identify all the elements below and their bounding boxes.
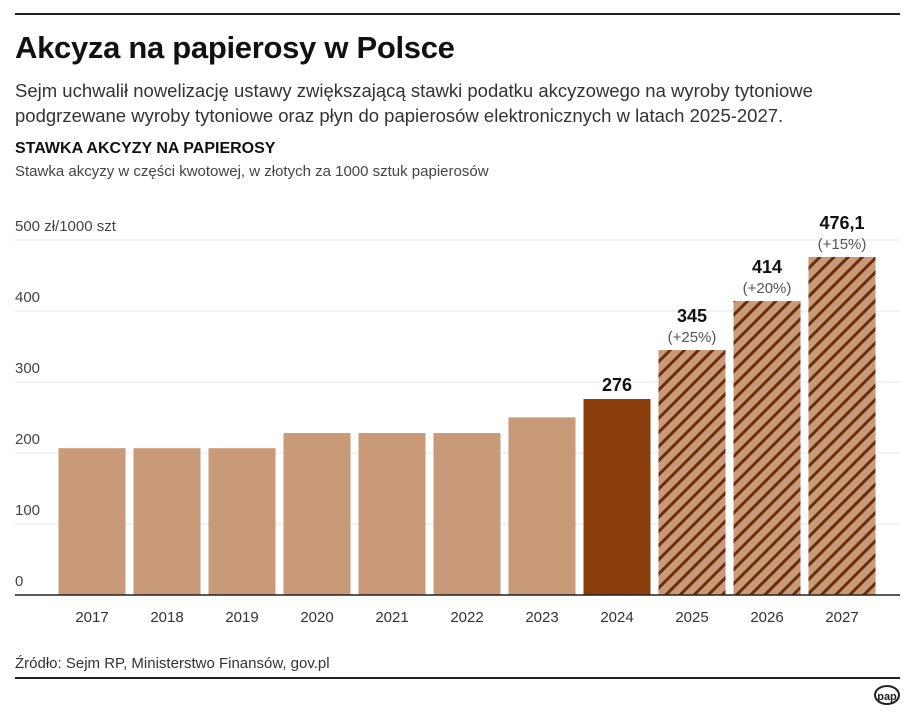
data-label: 345 (677, 306, 707, 326)
data-label: 276 (602, 375, 632, 395)
bar-2018 (133, 448, 201, 595)
chart-subtitle: Stawka akcyzy w części kwotowej, w złoty… (15, 163, 489, 180)
y-tick-label: 300 (15, 360, 40, 377)
x-tick-label: 2019 (225, 609, 258, 626)
bar-2021 (358, 433, 426, 595)
change-label: (+20%) (743, 280, 792, 297)
y-tick-label: 500 zł/1000 szt (15, 218, 117, 235)
page-title: Akcyza na papierosy w Polsce (15, 30, 455, 65)
x-tick-label: 2024 (600, 609, 633, 626)
bar-2023 (508, 417, 576, 595)
bottom-rule (15, 677, 900, 679)
bar-chart: 0 100 200 300 400 500 zł/1000 szt 2017 2018 2019… (15, 213, 900, 626)
bar-2019 (208, 448, 276, 595)
x-tick-label: 2025 (675, 609, 708, 626)
y-tick-label: 400 (15, 289, 40, 306)
data-label: 476,1 (819, 213, 864, 233)
x-tick-label: 2018 (150, 609, 183, 626)
pap-logo: pap (874, 685, 900, 705)
bar-2026 (733, 301, 801, 595)
top-rule (15, 13, 900, 15)
x-tick-label: 2022 (450, 609, 483, 626)
bar-2027 (808, 256, 876, 595)
page-subtitle: Sejm uchwalił nowelizację ustawy zwiększ… (15, 80, 813, 126)
x-tick-label: 2021 (375, 609, 408, 626)
source-note: Źródło: Sejm RP, Ministerstwo Finansów, … (15, 655, 330, 672)
x-tick-label: 2027 (825, 609, 858, 626)
data-label: 414 (752, 257, 782, 277)
x-tick-label: 2023 (525, 609, 558, 626)
bar-2024 (583, 399, 651, 595)
bar-2017 (58, 448, 126, 595)
change-label: (+15%) (818, 236, 867, 253)
y-tick-label: 200 (15, 431, 40, 448)
chart-title: STAWKA AKCYZY NA PAPIEROSY (15, 140, 276, 157)
y-tick-label: 100 (15, 502, 40, 519)
change-label: (+25%) (668, 329, 717, 346)
x-tick-label: 2026 (750, 609, 783, 626)
y-tick-label: 0 (15, 573, 23, 590)
bar-2020 (283, 433, 351, 595)
x-tick-label: 2020 (300, 609, 333, 626)
bar-2022 (433, 433, 501, 595)
x-tick-label: 2017 (75, 609, 108, 626)
bar-2025 (658, 350, 726, 595)
